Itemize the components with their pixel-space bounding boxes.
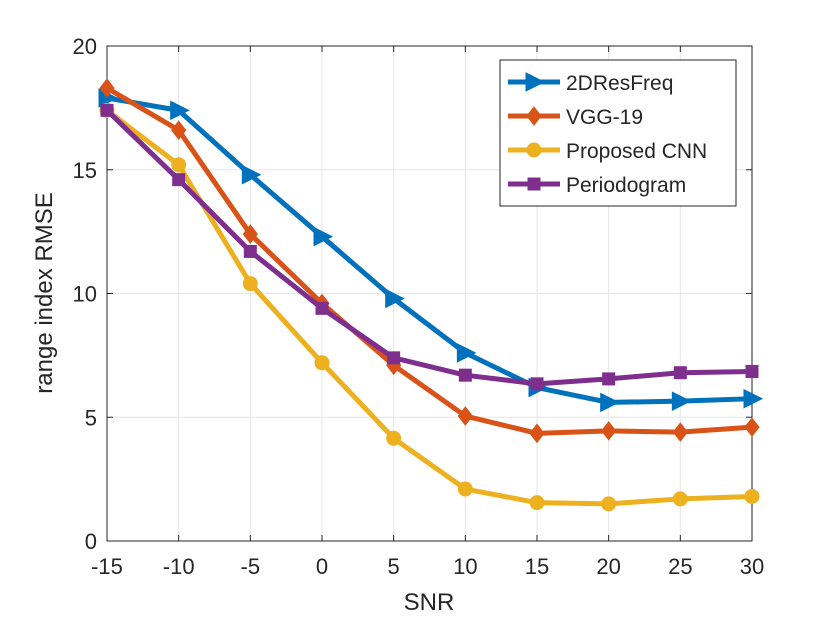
data-point bbox=[529, 495, 545, 511]
y-axis-label: range index RMSE bbox=[31, 192, 58, 393]
data-point bbox=[743, 388, 764, 409]
data-point bbox=[457, 481, 473, 497]
legend-entry: 2DResFreq bbox=[508, 72, 673, 95]
axis-ticks: -15 -10 -5 0 5 10 15 20 25 30 0 5 10 15 20 bbox=[73, 34, 765, 579]
y-tick-label: 10 bbox=[73, 282, 97, 307]
data-point bbox=[241, 164, 262, 185]
y-tick-label: 0 bbox=[85, 529, 97, 554]
x-tick-label: 5 bbox=[388, 554, 400, 579]
data-point bbox=[242, 276, 258, 292]
x-tick-label: 0 bbox=[316, 554, 328, 579]
x-tick-label: -10 bbox=[163, 554, 195, 579]
data-point bbox=[99, 78, 115, 98]
data-point bbox=[242, 224, 258, 244]
data-point bbox=[745, 364, 759, 378]
data-point bbox=[672, 491, 688, 507]
series-line bbox=[104, 107, 755, 507]
data-point bbox=[313, 226, 334, 247]
data-point bbox=[458, 368, 472, 382]
legend-marker bbox=[526, 106, 542, 126]
data-point bbox=[744, 417, 760, 437]
data-point bbox=[602, 372, 616, 386]
data-point bbox=[456, 343, 477, 363]
data-point bbox=[100, 103, 114, 117]
legend-marker bbox=[525, 72, 546, 92]
x-axis-label: SNR bbox=[404, 589, 455, 616]
data-point bbox=[171, 120, 187, 140]
x-tick-label: 10 bbox=[453, 554, 477, 579]
data-point bbox=[529, 423, 545, 444]
legend-entry: Proposed CNN bbox=[508, 140, 707, 163]
y-tick-label: 20 bbox=[73, 34, 97, 59]
data-point bbox=[601, 496, 617, 512]
x-tick-label: -5 bbox=[241, 554, 261, 579]
series-group bbox=[98, 78, 764, 512]
data-point bbox=[172, 173, 186, 187]
data-point bbox=[387, 351, 401, 365]
legend-label: Proposed CNN bbox=[566, 140, 707, 163]
legend-label: VGG-19 bbox=[566, 106, 643, 129]
data-point bbox=[170, 100, 190, 121]
data-point bbox=[315, 301, 329, 315]
data-point bbox=[314, 355, 330, 371]
data-point bbox=[243, 244, 257, 258]
x-tick-label: 20 bbox=[596, 554, 620, 579]
data-point bbox=[600, 392, 620, 413]
x-tick-label: 25 bbox=[668, 554, 692, 579]
data-point bbox=[457, 406, 473, 426]
data-point bbox=[385, 288, 405, 309]
data-point bbox=[744, 488, 760, 504]
data-point bbox=[601, 421, 617, 441]
series-line bbox=[104, 95, 755, 405]
data-point bbox=[171, 157, 187, 173]
series-proposed-cnn bbox=[99, 102, 760, 512]
x-tick-label: -15 bbox=[91, 554, 123, 579]
x-tick-label: 15 bbox=[525, 554, 549, 579]
y-tick-label: 15 bbox=[73, 158, 97, 183]
legend-label: 2DResFreq bbox=[566, 72, 673, 95]
series-line bbox=[104, 107, 755, 387]
data-point bbox=[673, 366, 687, 380]
legend-marker bbox=[526, 142, 542, 158]
legend-label: Periodogram bbox=[566, 174, 686, 197]
y-tick-label: 5 bbox=[85, 405, 97, 430]
x-tick-label: 30 bbox=[740, 554, 764, 579]
legend: 2DResFreq VGG-19 Proposed CNN Periodogram bbox=[499, 59, 737, 207]
data-point bbox=[530, 377, 544, 391]
legend-entry: Periodogram bbox=[508, 174, 686, 197]
data-point bbox=[671, 391, 692, 411]
legend-marker bbox=[527, 177, 541, 191]
series-periodogram bbox=[100, 103, 759, 391]
data-point bbox=[386, 430, 402, 446]
data-point bbox=[672, 422, 688, 442]
legend-entry: VGG-19 bbox=[508, 106, 643, 129]
series-line bbox=[104, 85, 755, 436]
